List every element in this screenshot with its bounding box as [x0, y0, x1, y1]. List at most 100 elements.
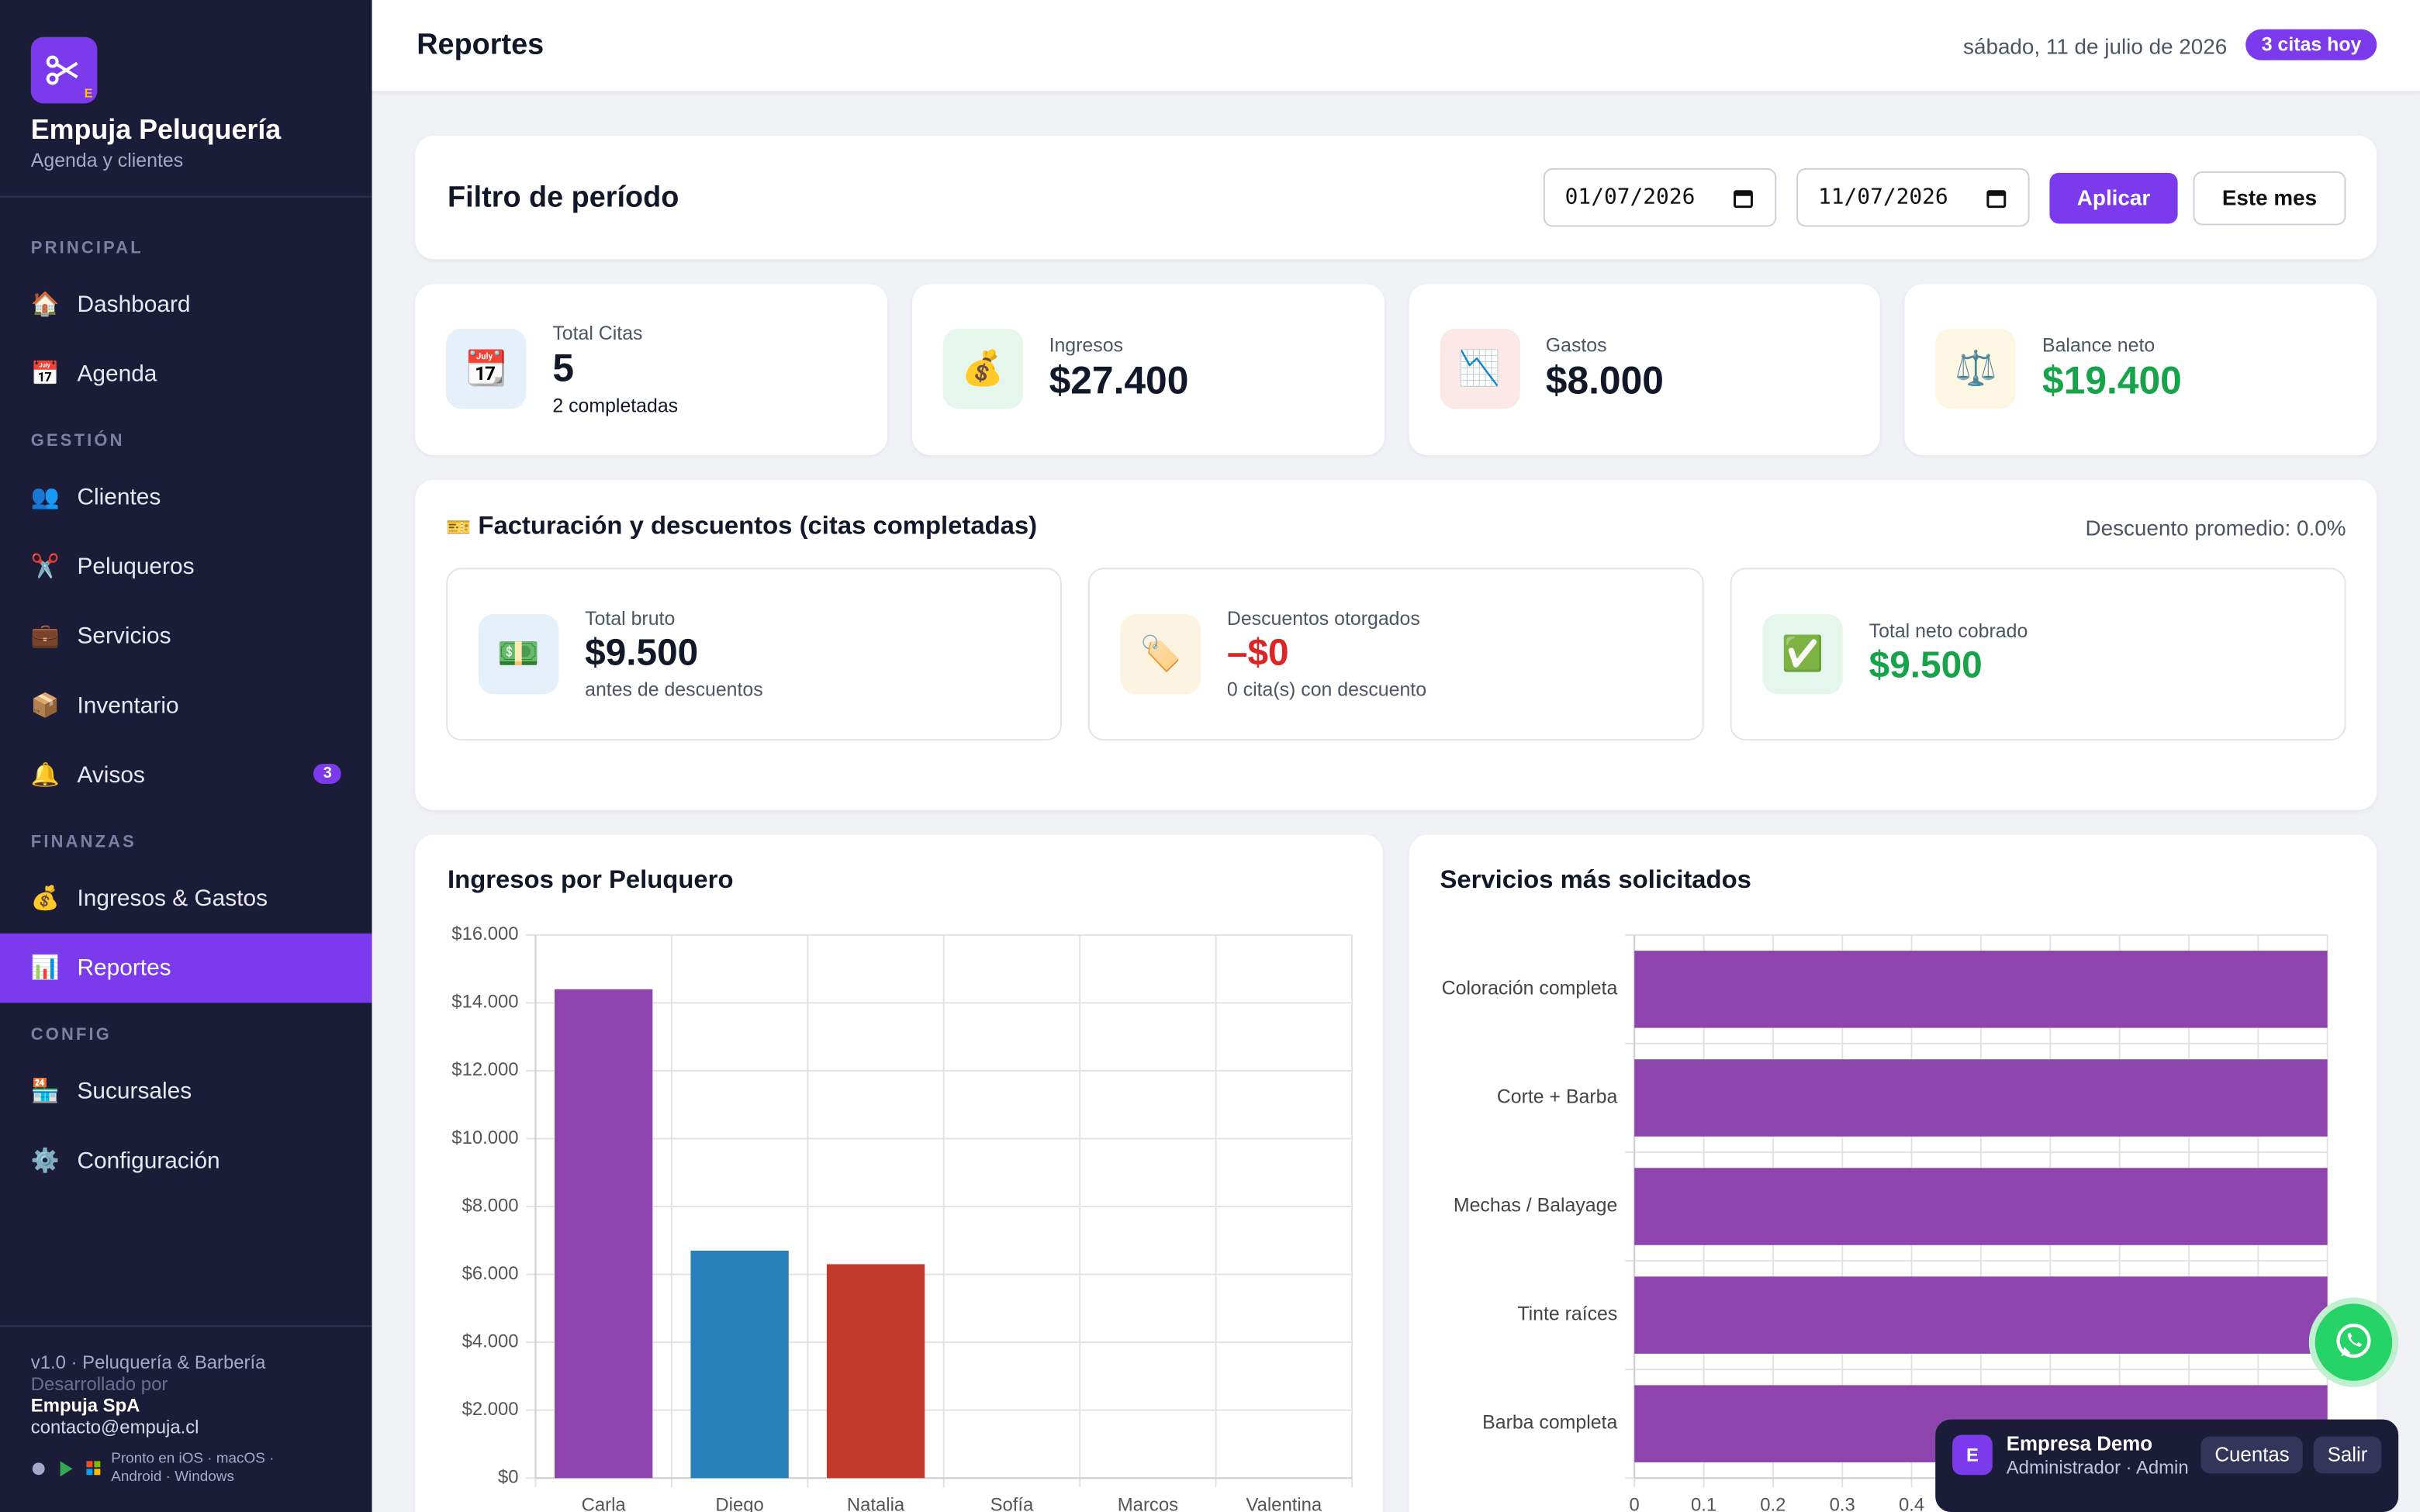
y-tick-label: $10.000 [451, 1127, 518, 1148]
nav-section-title: GESTIÓN [30, 431, 125, 450]
x-tick-label: 0 [1630, 1494, 1640, 1512]
y-tick-label: $6.000 [462, 1263, 519, 1284]
stat-text: Total Citas 5 2 completadas [552, 284, 678, 455]
nav-item[interactable]: 📅 Agenda [0, 339, 372, 409]
y-tick-label: $4.000 [462, 1331, 519, 1351]
stat-label: Ingresos [1049, 334, 1123, 357]
footer-credit: Desarrollado por [30, 1372, 168, 1395]
nav-icon: 🔔 [30, 761, 60, 789]
stat-card: 💰 Ingresos $27.400 [911, 284, 1384, 455]
nav-icon: 💼 [30, 623, 60, 650]
bar [1634, 1168, 2328, 1245]
footer-version: v1.0 · Peluquería & Barbería [30, 1351, 266, 1373]
nav-item[interactable]: ⚙️ Configuración [0, 1126, 372, 1196]
platform-icons [32, 1461, 101, 1477]
billing-title: 🎫 Facturación y descuentos (citas comple… [446, 513, 1037, 542]
x-tick-label: Valentina [1246, 1494, 1322, 1512]
date: sábado, 11 de julio de 2026 [1963, 33, 2228, 59]
stat-card: 🏷️ Descuentos otorgados –$0 0 cita(s) con d… [1087, 568, 1704, 741]
stat-card: 📆 Total Citas 5 2 completadas [415, 284, 887, 455]
logo-icon [46, 55, 78, 85]
x-tick-label: 0.2 [1760, 1494, 1786, 1512]
stat-icon: 🏷️ [1120, 613, 1201, 695]
y-tick-label: Mechas / Balayage [1454, 1195, 1617, 1217]
x-tick-label: 0.1 [1691, 1494, 1716, 1512]
stat-icon: 💰 [942, 328, 1023, 409]
bar [826, 1264, 925, 1479]
stat-text: Ingresos $27.400 [1049, 284, 1189, 455]
y-tick-label: $0 [498, 1467, 519, 1488]
stat-card: ✅ Total neto cobrado $9.500 [1730, 568, 2346, 741]
whatsapp-button[interactable] [2308, 1297, 2399, 1387]
nav-item[interactable]: 💼 Servicios [0, 601, 372, 671]
calendar-icon [1734, 190, 1753, 209]
nav-label: Agenda [77, 360, 157, 387]
billing-card: 🎫 Facturación y descuentos (citas comple… [415, 479, 2377, 810]
stat-value: $9.500 [585, 632, 699, 675]
nav-item[interactable]: 📊 Reportes [0, 932, 372, 1003]
nav-label: Sucursales [77, 1077, 192, 1104]
nav-icon: 🏠 [30, 292, 60, 318]
account-role: Administrador · Admin [2006, 1456, 2189, 1479]
nav-icon: 🏪 [30, 1078, 60, 1105]
y-tick-label: Corte + Barba [1497, 1086, 1618, 1108]
stat-text: Descuentos otorgados –$0 0 cita(s) con des… [1227, 569, 1426, 739]
date-text: 01/07/2026 [1564, 185, 1696, 210]
x-tick-label: Diego [715, 1494, 763, 1512]
nav-item[interactable]: 📦 Inventario [0, 671, 372, 740]
bar [690, 1250, 789, 1479]
nav-icon: 📅 [30, 361, 60, 388]
logo[interactable]: E [30, 36, 98, 104]
bar [1634, 1276, 2328, 1354]
nav-label: Servicios [77, 622, 171, 649]
y-tick-label: $14.000 [451, 992, 518, 1013]
average-discount: Descuento promedio: 0.0% [2085, 515, 2346, 540]
brand: Empuja Peluquería [30, 114, 282, 146]
stat-icon: ✅ [1762, 613, 1843, 695]
x-tick-label: Carla [582, 1494, 627, 1512]
nav-label: Peluqueros [77, 553, 195, 580]
stat-value: –$0 [1226, 632, 1289, 675]
y-tick-label: Barba completa [1482, 1412, 1617, 1434]
divider [0, 1325, 372, 1327]
tagline: Agenda y clientes [30, 150, 184, 171]
nav-item[interactable]: 🏪 Sucursales [0, 1056, 372, 1126]
billing-icon: 🎫 [446, 515, 472, 539]
apply-button[interactable]: Aplicar [2049, 172, 2178, 224]
nav-label: Clientes [77, 483, 161, 510]
stats: 📆 Total Citas 5 2 completadas 💰 Ingresos $27.4… [415, 284, 2377, 455]
chart-title: Servicios más solicitados [1440, 865, 1751, 893]
nav-item[interactable]: ✂️ Peluqueros [0, 531, 372, 601]
y-tick-label: $12.000 [451, 1059, 518, 1080]
billing-title-text: Facturación y descuentos (citas completa… [478, 512, 1038, 540]
sidebar: E Empuja Peluquería Agenda y clientes PR… [0, 0, 372, 1512]
y-tick-label: $16.000 [451, 923, 518, 944]
nav-section-title: CONFIG [30, 1025, 112, 1044]
nav-item[interactable]: 🔔 Avisos 3 [0, 740, 372, 810]
x-tick-label: Natalia [847, 1494, 905, 1512]
stat-value: $9.500 [1869, 644, 1983, 687]
date-to[interactable]: 11/07/2026 [1796, 167, 2030, 227]
stat-label: Total Citas [552, 322, 643, 344]
nav-icon: 👥 [30, 484, 60, 511]
page-title: Reportes [417, 29, 544, 62]
nav-item[interactable]: 🏠 Dashboard [0, 269, 372, 339]
footer-platforms: Pronto en iOS · macOS · [111, 1450, 275, 1468]
this-month-button[interactable]: Este mes [2193, 171, 2346, 226]
y-tick-label: $2.000 [462, 1399, 519, 1420]
date-from[interactable]: 01/07/2026 [1543, 167, 1777, 227]
nav-item[interactable]: 💰 Ingresos & Gastos [0, 863, 372, 933]
nav-icon: 📦 [30, 692, 60, 720]
logout-button[interactable]: Salir [2313, 1436, 2382, 1474]
accounts-button[interactable]: Cuentas [2200, 1436, 2304, 1474]
footer-platforms: Android · Windows [111, 1469, 234, 1486]
stat-icon: 📆 [446, 328, 527, 409]
x-tick-label: 0.4 [1899, 1494, 1924, 1512]
nav-item[interactable]: 👥 Clientes [0, 462, 372, 532]
footer-company: Empuja SpA [30, 1394, 140, 1417]
nav-section-title: PRINCIPAL [30, 238, 143, 257]
nav-label: Reportes [77, 954, 171, 981]
nav-icon: 📊 [30, 954, 60, 982]
nav-label: Avisos [77, 761, 145, 788]
stat-card: 💵 Total bruto $9.500 antes de descuentos [446, 568, 1062, 741]
